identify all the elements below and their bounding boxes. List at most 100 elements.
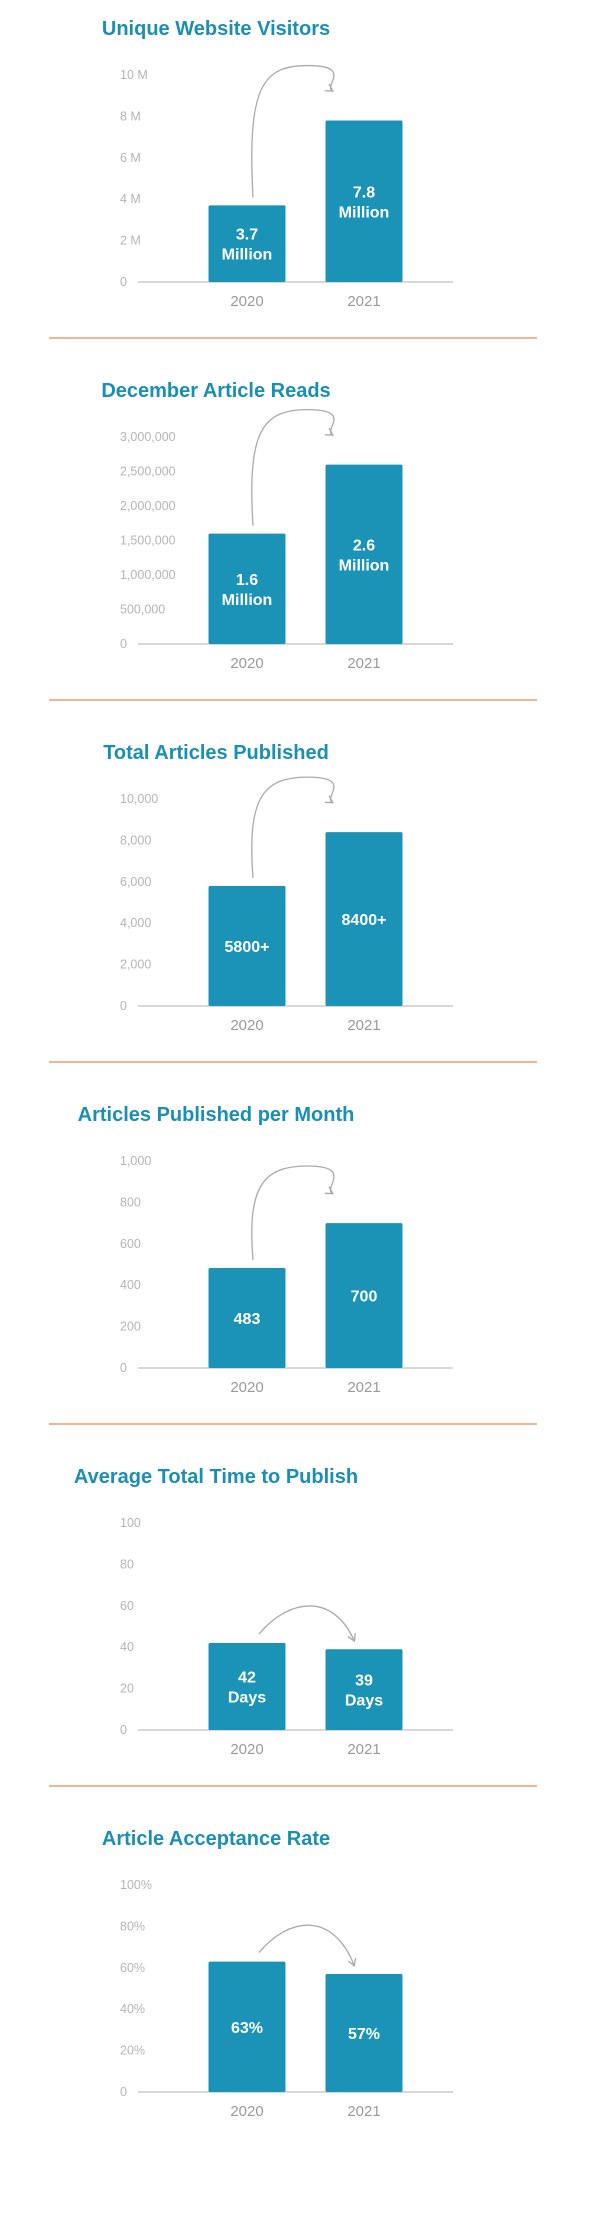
y-tick-label: 0 — [120, 637, 127, 651]
y-tick-label: 1,500,000 — [120, 534, 176, 548]
bar-value-label: 63% — [231, 2020, 263, 2037]
section-divider — [49, 337, 537, 339]
bar-value-label: 483 — [234, 1311, 261, 1328]
bar-value-label: 2.6 — [353, 537, 375, 554]
section-divider — [49, 699, 537, 701]
chart-title: Article Acceptance Rate — [101, 1828, 331, 1850]
y-tick-label: 2 M — [120, 234, 141, 248]
x-category-label: 2021 — [347, 1741, 380, 1758]
y-tick-label: 40 — [120, 1640, 134, 1654]
bar-2021 — [325, 120, 403, 282]
bar-value-label: 7.8 — [353, 184, 375, 201]
x-category-label: 2021 — [347, 1379, 380, 1396]
chart-title: Total Articles Published — [103, 742, 329, 764]
y-tick-label: 4,000 — [120, 916, 151, 930]
y-tick-label: 600 — [120, 1237, 141, 1251]
bar-value-label: 42 — [238, 1670, 256, 1687]
x-category-label: 2021 — [347, 2103, 380, 2120]
bar-value-label: Days — [345, 1693, 383, 1710]
y-tick-label: 60% — [120, 1961, 145, 1975]
y-tick-label: 10 M — [120, 68, 148, 82]
y-tick-label: 20 — [120, 1682, 134, 1696]
y-tick-label: 0 — [120, 999, 127, 1013]
section-divider — [49, 1785, 537, 1787]
y-tick-label: 0 — [120, 275, 127, 289]
y-tick-label: 2,000 — [120, 958, 151, 972]
section-divider — [49, 1061, 537, 1063]
chart-panel-5: 0 20 40 60 80 100 42 Days 2020 39 Days 2021 Average … — [0, 1448, 598, 1810]
y-tick-label: 60 — [120, 1599, 134, 1613]
chart-panel-6: 0 20% 40% 60% 80% 100% 63% 2020 57% 2021 Article A… — [0, 1810, 598, 2172]
bar-chart: 0 2,000 4,000 6,000 8,000 10,000 5800+ 2020 8400… — [120, 776, 453, 1034]
y-tick-label: 4 M — [120, 192, 141, 206]
bar-2021 — [325, 1649, 403, 1730]
bar-chart: 0 20 40 60 80 100 42 Days 2020 39 Days 2021 — [120, 1516, 453, 1758]
x-category-label: 2021 — [347, 293, 380, 310]
bar-value-label: 8400+ — [342, 912, 387, 929]
bar-value-label: Million — [222, 247, 273, 264]
bar-2020 — [208, 533, 286, 644]
bar-value-label: 1.6 — [236, 572, 258, 589]
curved-arrow-icon — [251, 408, 335, 526]
bar-chart: 0 500,000 1,000,000 1,500,000 2,000,000 2,500… — [120, 408, 453, 672]
curved-arrow-icon — [251, 776, 335, 878]
bar-2020 — [208, 885, 286, 1006]
y-tick-label: 80 — [120, 1557, 134, 1571]
bar-value-label: 3.7 — [236, 227, 258, 244]
curved-arrow-icon — [258, 1605, 356, 1643]
x-category-label: 2021 — [347, 655, 380, 672]
bar-2021 — [325, 1223, 403, 1368]
curved-arrow-icon — [258, 1924, 357, 1968]
bar-chart: 0 2 M 4 M 6 M 8 M 10 M 3.7 Million 2020 7.8 Millio… — [120, 64, 453, 310]
chart-title: Unique Website Visitors — [101, 18, 331, 40]
bar-chart: 0 20% 40% 60% 80% 100% 63% 2020 57% 2021 — [120, 1878, 453, 2120]
x-category-label: 2020 — [230, 1017, 263, 1034]
y-tick-label: 1,000,000 — [120, 568, 176, 582]
x-category-label: 2020 — [230, 1741, 263, 1758]
x-category-label: 2020 — [230, 2103, 263, 2120]
y-tick-label: 1,000 — [120, 1154, 151, 1168]
y-tick-label: 400 — [120, 1278, 141, 1292]
bar-2020 — [208, 1643, 286, 1730]
chart-panel-4: 0 200 400 600 800 1,000 483 2020 700 2021 Articles… — [0, 1086, 598, 1448]
bar-value-label: 5800+ — [225, 939, 270, 956]
curved-arrow-icon — [251, 1165, 335, 1261]
y-tick-label: 2,500,000 — [120, 465, 176, 479]
chart-panel-1: 0 2 M 4 M 6 M 8 M 10 M 3.7 Million 2020 7.8 Millio… — [0, 0, 598, 362]
chart-panel-3: 0 2,000 4,000 6,000 8,000 10,000 5800+ 2020 8400… — [0, 724, 598, 1086]
y-tick-label: 100 — [120, 1516, 141, 1530]
y-tick-label: 3,000,000 — [120, 430, 176, 444]
bar-2021 — [325, 1974, 403, 2092]
y-tick-label: 100% — [120, 1878, 152, 1892]
y-tick-label: 40% — [120, 2002, 145, 2016]
bar-2020 — [208, 205, 286, 282]
bar-value-label: Million — [339, 204, 390, 221]
chart-title: December Article Reads — [101, 380, 331, 402]
y-tick-label: 200 — [120, 1320, 141, 1334]
chart-panel-2: 0 500,000 1,000,000 1,500,000 2,000,000 2,500… — [0, 362, 598, 724]
section-divider — [49, 1423, 537, 1425]
y-tick-label: 6 M — [120, 151, 141, 165]
bar-2021 — [325, 464, 403, 644]
bar-value-label: Million — [339, 557, 390, 574]
y-tick-label: 8 M — [120, 109, 141, 123]
y-tick-label: 80% — [120, 1919, 145, 1933]
x-category-label: 2020 — [230, 1379, 263, 1396]
bar-value-label: 39 — [355, 1673, 373, 1690]
bar-value-label: 57% — [348, 2026, 380, 2043]
chart-title: Articles Published per Month — [77, 1104, 355, 1126]
y-tick-label: 6,000 — [120, 875, 151, 889]
y-tick-label: 2,000,000 — [120, 499, 176, 513]
bar-value-label: Million — [222, 592, 273, 609]
y-tick-label: 0 — [120, 1723, 127, 1737]
bar-2020 — [208, 1961, 286, 2092]
bar-2021 — [325, 832, 403, 1006]
bar-2020 — [208, 1268, 286, 1368]
bar-value-label: 700 — [351, 1289, 378, 1306]
bar-value-label: Days — [228, 1690, 266, 1707]
y-tick-label: 8,000 — [120, 833, 151, 847]
x-category-label: 2021 — [347, 1017, 380, 1034]
y-tick-label: 0 — [120, 1361, 127, 1375]
bar-chart: 0 200 400 600 800 1,000 483 2020 700 2021 — [120, 1154, 453, 1396]
